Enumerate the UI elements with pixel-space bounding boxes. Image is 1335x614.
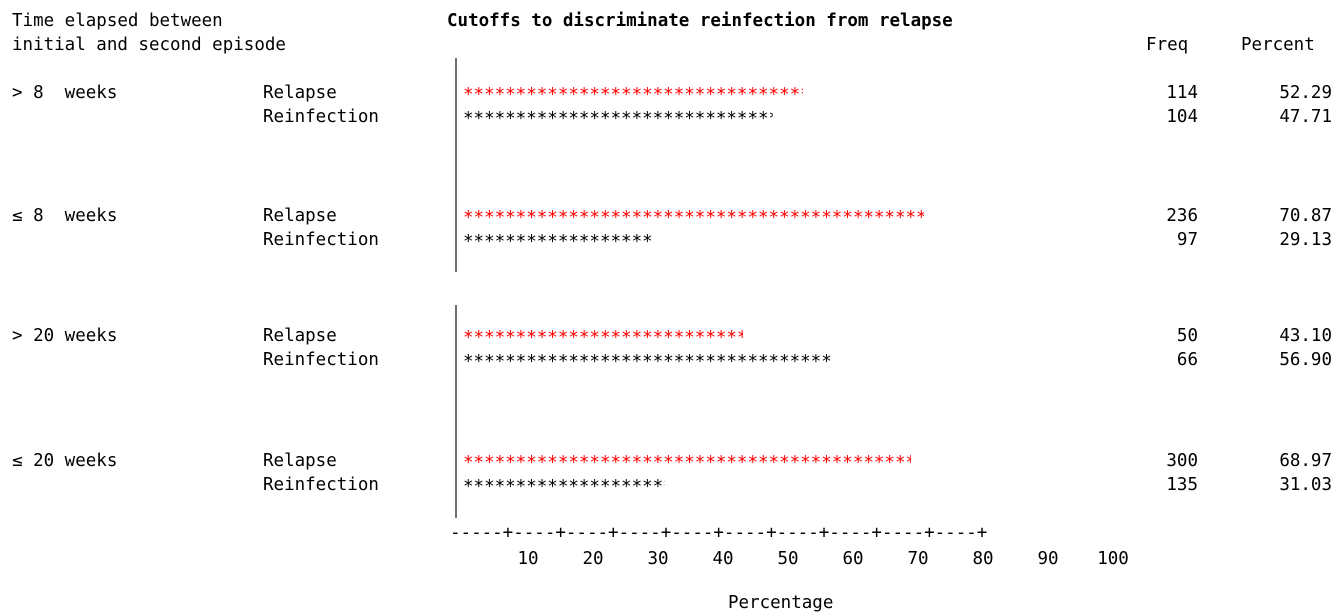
freq-value: 97 <box>1176 230 1198 250</box>
percent-value: 43.10 <box>1279 326 1332 346</box>
percent-value: 56.90 <box>1279 350 1332 370</box>
freq-value: 104 <box>1166 107 1198 127</box>
freq-value: 114 <box>1166 83 1198 103</box>
freq-value: 50 <box>1176 326 1198 346</box>
series-label: Reinfection <box>263 475 379 495</box>
axis-rule: -----+----+----+----+----+----+----+----… <box>450 523 988 543</box>
series-label: Relapse <box>263 206 337 226</box>
freq-value: 135 <box>1166 475 1198 495</box>
freq-header: Freq <box>1146 35 1189 55</box>
row-header-line2: initial and second episode <box>12 35 286 55</box>
axis-vertical-line <box>455 432 457 518</box>
group-label: ≤ 20 weeks <box>12 451 118 471</box>
relapse-bar: ****************************************… <box>463 453 911 473</box>
axis-vertical-line <box>455 198 457 272</box>
series-label: Relapse <box>263 326 337 346</box>
x-tick-label: 90 <box>1037 549 1059 569</box>
x-tick-label: 10 <box>517 549 539 569</box>
freq-value: 236 <box>1166 206 1198 226</box>
reinfection-bar: ****************************************… <box>463 109 773 129</box>
x-tick-label: 70 <box>907 549 929 569</box>
freq-value: 300 <box>1166 451 1198 471</box>
percent-value: 47.71 <box>1279 107 1332 127</box>
relapse-bar: ****************************************… <box>463 208 924 228</box>
group-label: ≤ 8 weeks <box>12 206 118 226</box>
reinfection-bar: ****************************************… <box>463 352 833 372</box>
chart-title: Cutoffs to discriminate reinfection from… <box>447 11 953 31</box>
x-tick-label: 30 <box>647 549 669 569</box>
series-label: Relapse <box>263 451 337 471</box>
relapse-bar: ****************************************… <box>463 328 744 348</box>
percent-value: 29.13 <box>1279 230 1332 250</box>
reinfection-bar: ********************************* <box>463 477 665 497</box>
percent-value: 70.87 <box>1279 206 1332 226</box>
relapse-bar: ****************************************… <box>463 85 803 105</box>
row-header-line1: Time elapsed between <box>12 11 223 31</box>
axis-vertical-line <box>455 58 457 200</box>
x-tick-label: 50 <box>777 549 799 569</box>
x-tick-label: 60 <box>842 549 864 569</box>
percent-value: 31.03 <box>1279 475 1332 495</box>
group-label: > 8 weeks <box>12 83 118 103</box>
series-label: Reinfection <box>263 107 379 127</box>
x-tick-label: 20 <box>582 549 604 569</box>
x-axis-label: Percentage <box>728 593 834 613</box>
series-label: Reinfection <box>263 350 379 370</box>
percent-header: Percent <box>1241 35 1315 55</box>
series-label: Reinfection <box>263 230 379 250</box>
reinfection-bar: ******************************* <box>463 232 653 252</box>
freq-value: 66 <box>1176 350 1198 370</box>
series-label: Relapse <box>263 83 337 103</box>
x-tick-label: 40 <box>712 549 734 569</box>
x-tick-label: 100 <box>1097 549 1129 569</box>
percent-value: 52.29 <box>1279 83 1332 103</box>
axis-vertical-line <box>455 305 457 432</box>
x-tick-label: 80 <box>972 549 994 569</box>
percent-value: 68.97 <box>1279 451 1332 471</box>
group-label: > 20 weeks <box>12 326 118 346</box>
